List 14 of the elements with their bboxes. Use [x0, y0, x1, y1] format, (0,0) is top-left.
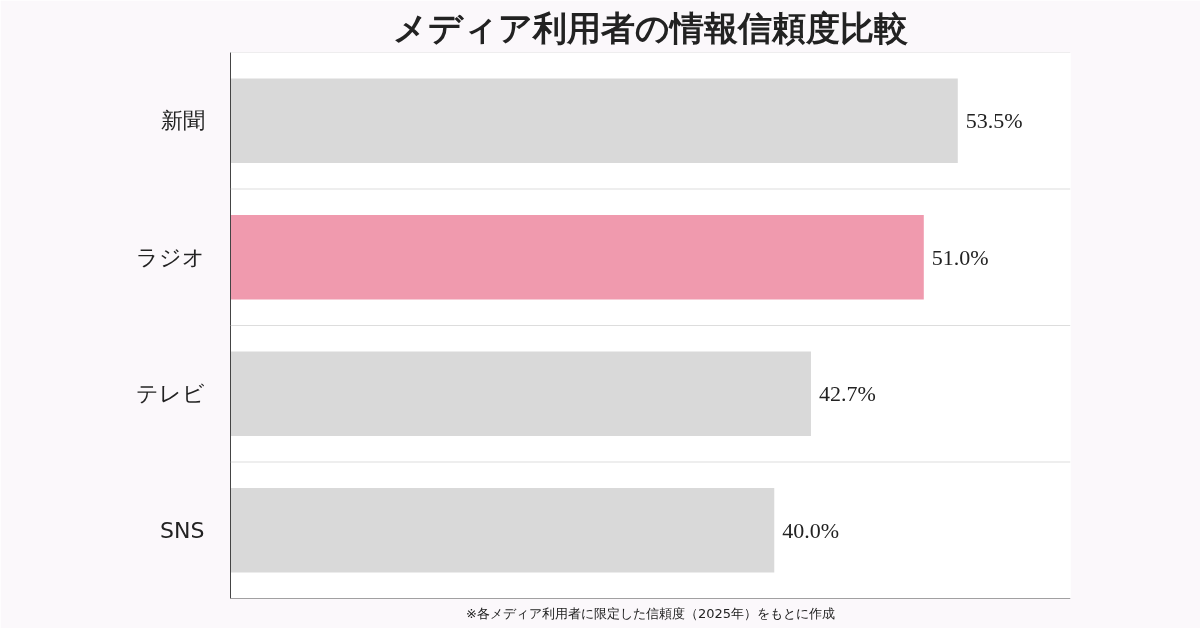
data-label: 42.7%: [818, 381, 876, 407]
data-label: 40.0%: [782, 517, 840, 543]
y-tick-label: テレビ: [135, 381, 205, 407]
bar: [230, 351, 811, 437]
y-tick-label: SNS: [160, 517, 205, 543]
data-label: 51.0%: [931, 244, 989, 270]
chart-title: メディア利用者の情報信頼度比較: [393, 7, 908, 48]
y-tick-label: 新聞: [160, 108, 205, 134]
y-tick-label: ラジオ: [135, 244, 205, 270]
bar: [230, 214, 924, 300]
data-label: 53.5%: [965, 108, 1023, 134]
text: ※各メディア利用者に限定した信頼度（2025年）をもとに作成: [466, 605, 835, 621]
bar: [230, 78, 958, 164]
bar: [230, 487, 775, 573]
